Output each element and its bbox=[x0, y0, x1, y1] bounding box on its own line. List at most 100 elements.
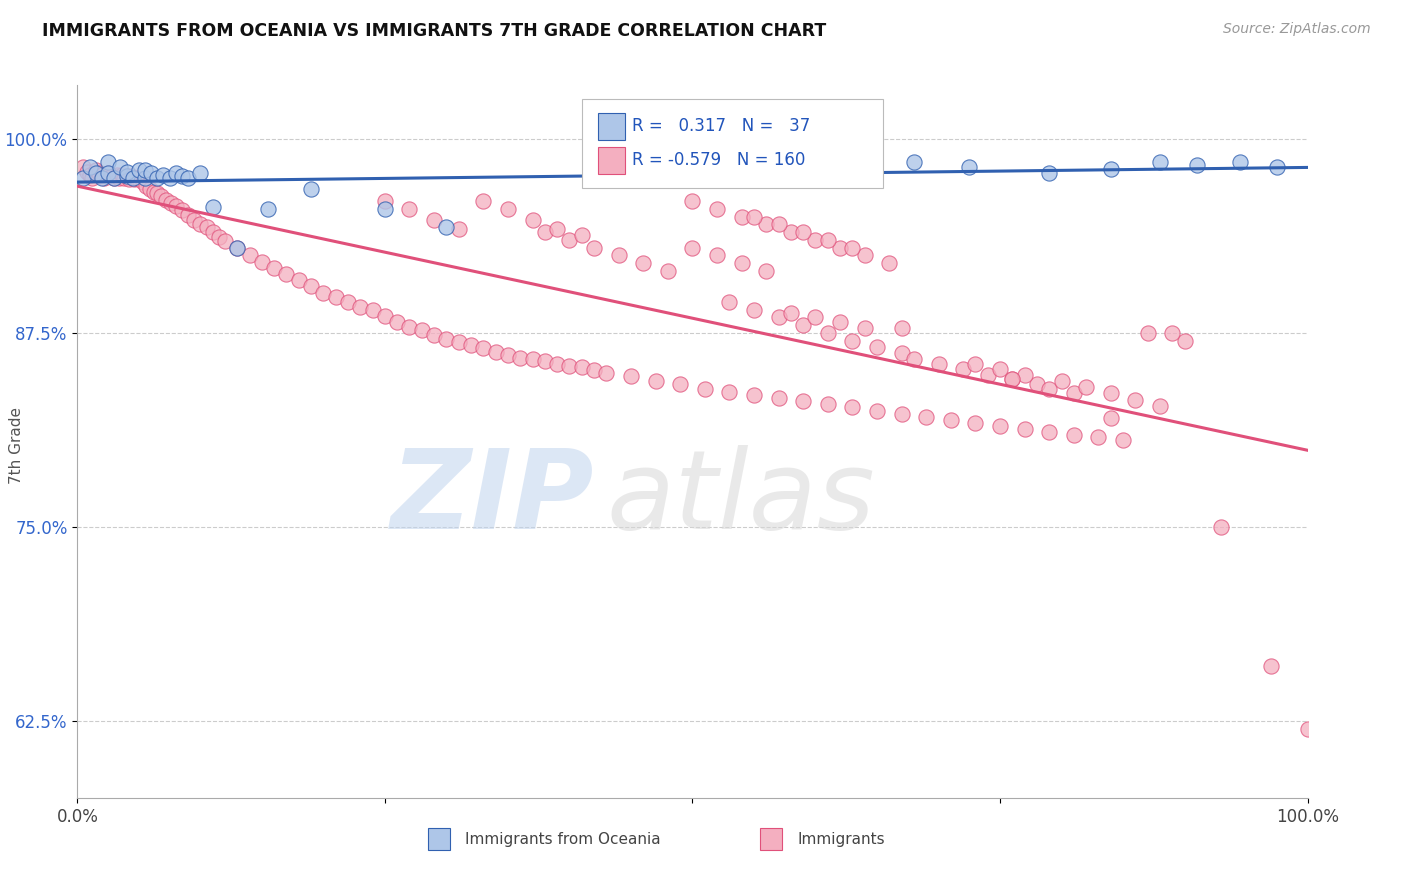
Text: IMMIGRANTS FROM OCEANIA VS IMMIGRANTS 7TH GRADE CORRELATION CHART: IMMIGRANTS FROM OCEANIA VS IMMIGRANTS 7T… bbox=[42, 22, 827, 40]
Point bbox=[257, 202, 280, 216]
Point bbox=[121, 169, 143, 184]
Point bbox=[706, 248, 728, 262]
Point bbox=[190, 218, 212, 232]
Text: R =   0.317   N =   37: R = 0.317 N = 37 bbox=[633, 117, 810, 135]
Point bbox=[165, 166, 187, 180]
Point bbox=[84, 163, 107, 178]
Point bbox=[644, 374, 666, 388]
Point bbox=[411, 323, 433, 337]
Point bbox=[792, 318, 814, 333]
Point bbox=[97, 166, 120, 180]
Point bbox=[374, 202, 396, 216]
Point bbox=[965, 416, 987, 430]
Point bbox=[134, 170, 156, 185]
Point bbox=[472, 342, 495, 356]
Point bbox=[337, 294, 360, 309]
Point bbox=[115, 169, 138, 184]
Point bbox=[135, 178, 157, 193]
Point bbox=[1161, 326, 1184, 340]
Point bbox=[160, 195, 183, 210]
Point bbox=[1014, 368, 1036, 382]
Text: 7th Grade: 7th Grade bbox=[10, 408, 24, 484]
Point bbox=[768, 391, 790, 405]
Point bbox=[928, 357, 950, 371]
Point bbox=[817, 326, 839, 340]
Point bbox=[1026, 377, 1049, 392]
Point bbox=[496, 348, 519, 362]
Point bbox=[792, 225, 814, 239]
Point bbox=[299, 182, 322, 196]
Point bbox=[546, 222, 568, 236]
Text: Source: ZipAtlas.com: Source: ZipAtlas.com bbox=[1223, 22, 1371, 37]
Text: atlas: atlas bbox=[606, 445, 875, 552]
Point bbox=[1136, 326, 1159, 340]
Point bbox=[830, 315, 852, 329]
Point bbox=[1014, 422, 1036, 436]
Point bbox=[121, 170, 143, 185]
Point bbox=[447, 335, 470, 350]
Point bbox=[108, 170, 131, 185]
Point bbox=[263, 260, 285, 275]
Point bbox=[208, 229, 231, 244]
Point bbox=[398, 202, 420, 216]
Point bbox=[105, 168, 128, 182]
Point bbox=[387, 315, 409, 329]
Point bbox=[633, 256, 655, 270]
Point bbox=[110, 160, 132, 174]
Point bbox=[780, 225, 803, 239]
Point bbox=[115, 169, 138, 184]
Point bbox=[128, 163, 150, 178]
Point bbox=[804, 233, 827, 247]
Point bbox=[170, 169, 193, 184]
Point bbox=[571, 360, 593, 375]
Point bbox=[90, 170, 114, 185]
Point bbox=[817, 397, 839, 411]
Point bbox=[755, 218, 778, 232]
Point bbox=[853, 248, 876, 262]
Point bbox=[361, 302, 384, 317]
Point bbox=[718, 294, 741, 309]
Point bbox=[804, 310, 827, 325]
Point bbox=[496, 202, 519, 216]
Point bbox=[817, 233, 839, 247]
Point bbox=[79, 160, 101, 174]
Point bbox=[201, 200, 224, 214]
Point bbox=[150, 189, 173, 203]
Point bbox=[1149, 399, 1171, 413]
Point bbox=[349, 300, 371, 314]
Point bbox=[485, 344, 508, 359]
Point bbox=[1063, 428, 1085, 442]
Point bbox=[1174, 334, 1197, 348]
Point bbox=[841, 401, 863, 415]
Point bbox=[890, 321, 912, 335]
Point bbox=[288, 273, 311, 287]
Point bbox=[299, 279, 322, 293]
Point bbox=[134, 163, 156, 178]
Point bbox=[131, 176, 153, 190]
Point bbox=[780, 306, 803, 320]
Point bbox=[595, 366, 617, 380]
Point bbox=[460, 338, 482, 352]
Point bbox=[82, 170, 104, 185]
Point bbox=[97, 166, 120, 180]
Point bbox=[423, 212, 446, 227]
Point bbox=[731, 151, 754, 165]
Point bbox=[170, 203, 193, 218]
Point bbox=[1063, 386, 1085, 401]
Point bbox=[952, 361, 974, 376]
Point bbox=[1001, 372, 1024, 386]
Point bbox=[1099, 411, 1122, 425]
Point bbox=[607, 248, 630, 262]
Point bbox=[1038, 382, 1060, 396]
Point bbox=[226, 241, 249, 255]
Text: ZIP: ZIP bbox=[391, 445, 595, 552]
Point bbox=[534, 225, 557, 239]
Point bbox=[1260, 659, 1282, 673]
Point bbox=[1125, 392, 1147, 407]
Point bbox=[139, 182, 162, 196]
Point bbox=[571, 228, 593, 243]
Point bbox=[682, 194, 704, 208]
Point bbox=[195, 220, 218, 235]
Point bbox=[1185, 158, 1208, 172]
Point bbox=[742, 302, 765, 317]
